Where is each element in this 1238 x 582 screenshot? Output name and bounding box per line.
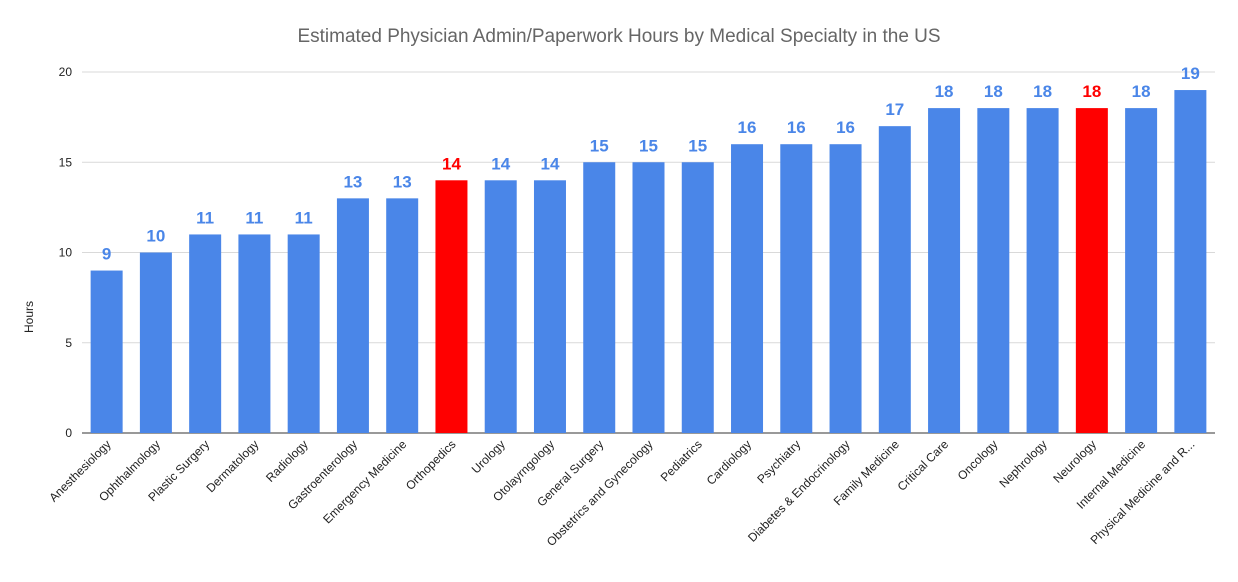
- y-tick-label: 20: [59, 65, 73, 79]
- y-axis-ticks: 0 5 10 15 20: [59, 65, 73, 440]
- y-tick-label: 0: [65, 426, 72, 440]
- bar: [1026, 108, 1059, 433]
- y-tick-label: 10: [59, 246, 73, 260]
- y-axis-label: Hours: [22, 301, 36, 333]
- bar: [632, 162, 665, 433]
- bar: [977, 108, 1010, 433]
- bar: [829, 144, 862, 433]
- bar: [928, 108, 961, 433]
- y-tick-label: 15: [59, 155, 73, 169]
- x-tick-label: Neurology: [1050, 437, 1099, 486]
- data-label: 14: [491, 154, 510, 173]
- x-tick-label: Obstetrics and Gynecology: [544, 437, 656, 549]
- x-tick-label: Emergency Medicine: [320, 437, 409, 526]
- data-label: 13: [393, 172, 412, 191]
- x-tick-label: Urology: [469, 437, 508, 476]
- bars: [90, 90, 1207, 434]
- data-label: 18: [935, 82, 954, 101]
- data-label: 17: [885, 100, 904, 119]
- bar: [1125, 108, 1158, 433]
- x-tick-label: Diabetes & Endocrinology: [745, 437, 853, 545]
- bar: [533, 180, 566, 433]
- data-label: 13: [343, 172, 362, 191]
- data-label: 16: [787, 118, 806, 137]
- data-label: 19: [1181, 64, 1200, 83]
- x-tick-label: Physical Medicine and R...: [1088, 437, 1198, 547]
- bar: [189, 234, 222, 433]
- x-tick-label: Oncology: [955, 437, 1001, 483]
- data-label: 14: [541, 154, 560, 173]
- bar: [780, 144, 813, 433]
- bar: [238, 234, 271, 433]
- bar: [139, 252, 172, 433]
- data-label: 18: [1033, 82, 1052, 101]
- data-label: 10: [146, 227, 165, 246]
- bar: [1174, 90, 1207, 434]
- bar: [681, 162, 714, 433]
- x-tick-label: Critical Care: [895, 437, 952, 494]
- bar: [386, 198, 419, 433]
- x-tick-label: Pediatrics: [658, 437, 705, 484]
- data-label: 18: [1132, 82, 1151, 101]
- data-label: 15: [639, 136, 658, 155]
- bar: [484, 180, 517, 433]
- data-label: 9: [102, 245, 111, 264]
- data-label: 11: [245, 208, 263, 227]
- data-label: 15: [590, 136, 609, 155]
- bar: [90, 270, 123, 433]
- bar: [287, 234, 320, 433]
- bar: [878, 126, 911, 434]
- bar: [1075, 108, 1108, 433]
- data-label: 18: [984, 82, 1003, 101]
- x-tick-label: Cardiology: [704, 437, 754, 487]
- data-label: 16: [738, 118, 757, 137]
- bar: [336, 198, 369, 433]
- data-label: 11: [295, 208, 313, 227]
- bar: [435, 180, 468, 433]
- x-tick-label: Dermatology: [204, 437, 262, 495]
- data-label: 16: [836, 118, 855, 137]
- x-tick-label: Psychiatry: [754, 437, 803, 486]
- data-label: 11: [196, 208, 214, 227]
- data-label: 18: [1082, 82, 1101, 101]
- x-tick-label: Orthopedics: [403, 437, 459, 493]
- y-tick-label: 5: [65, 336, 72, 350]
- data-label: 14: [442, 154, 461, 173]
- data-labels: 9 10 11 11 11 13 13 14 14 14 15 15 15 16 16 16 17 18 18 18 1…: [102, 64, 1200, 263]
- x-tick-label: Nephrology: [996, 437, 1049, 490]
- x-tick-label: Radiology: [263, 437, 311, 485]
- bar: [583, 162, 616, 433]
- chart-title: Estimated Physician Admin/Paperwork Hour…: [297, 26, 940, 47]
- data-label: 15: [688, 136, 707, 155]
- bar: [731, 144, 764, 433]
